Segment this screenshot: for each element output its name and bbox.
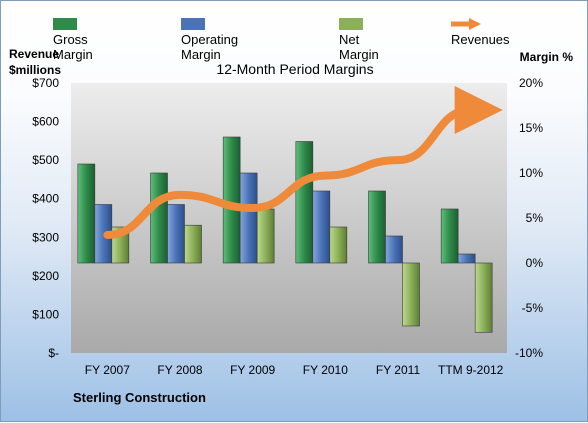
left-tick-label: $100 — [32, 307, 59, 321]
left-axis-title: Revenue $millions — [9, 46, 61, 78]
legend-operating-label: Operating Margin — [181, 32, 239, 62]
left-tick-label: $400 — [32, 192, 59, 206]
legend-gross-label: Gross Margin — [53, 32, 93, 62]
left-tick-label: $600 — [32, 115, 59, 129]
legend-item-net: Net Margin — [339, 17, 379, 62]
bar-net — [402, 262, 420, 327]
bar-gross — [440, 208, 459, 264]
bar-gross — [368, 190, 386, 264]
legend-net-label: Net Margin — [339, 32, 379, 62]
bar-gross — [150, 172, 168, 264]
category-label: FY 2009 — [230, 363, 275, 377]
right-tick-label: 20% — [519, 76, 543, 90]
bar-operating — [457, 253, 476, 264]
left-tick-label: $500 — [32, 153, 59, 167]
revenues-line — [103, 86, 503, 239]
category-label: TTM 9-2012 — [438, 363, 504, 377]
category-label: FY 2007 — [85, 363, 130, 377]
right-tick-label: 15% — [519, 121, 543, 135]
legend-item-operating: Operating Margin — [181, 17, 238, 62]
bar-operating — [312, 190, 331, 264]
bar-gross — [77, 163, 96, 264]
left-tick-label: $200 — [32, 269, 59, 283]
category-label: FY 2008 — [157, 363, 202, 377]
arrow-icon — [451, 18, 481, 30]
bar-operating — [385, 235, 403, 264]
bar-net — [474, 262, 493, 333]
legend-revenues-label: Revenues — [451, 32, 510, 47]
right-tick-label: 10% — [519, 166, 543, 180]
bar-net — [184, 224, 202, 264]
company-name: Sterling Construction — [73, 390, 206, 405]
chart-title: 12-Month Period Margins — [216, 61, 374, 77]
bar-net — [256, 208, 275, 264]
bar-operating — [239, 172, 258, 264]
right-tick-label: 0% — [526, 256, 544, 270]
right-tick-label: -5% — [522, 301, 544, 315]
legend-item-revenues: Revenues — [451, 17, 510, 47]
left-tick-label: $- — [48, 346, 59, 360]
right-axis-title: Margin % — [519, 50, 573, 64]
left-tick-label: $300 — [32, 230, 59, 244]
left-axis-title-line2: $millions — [9, 63, 62, 77]
bar-net — [329, 226, 348, 264]
category-label: FY 2011 — [376, 363, 421, 377]
legend-item-gross: Gross Margin — [53, 17, 93, 62]
left-axis-title-line1: Revenue — [9, 47, 60, 61]
left-tick-label: $700 — [32, 76, 59, 90]
category-label: FY 2010 — [303, 363, 348, 377]
bar-gross — [222, 136, 241, 264]
right-tick-label: -10% — [515, 346, 543, 360]
bar-operating — [167, 204, 185, 264]
right-tick-label: 5% — [526, 211, 544, 225]
bar-gross — [295, 141, 314, 264]
